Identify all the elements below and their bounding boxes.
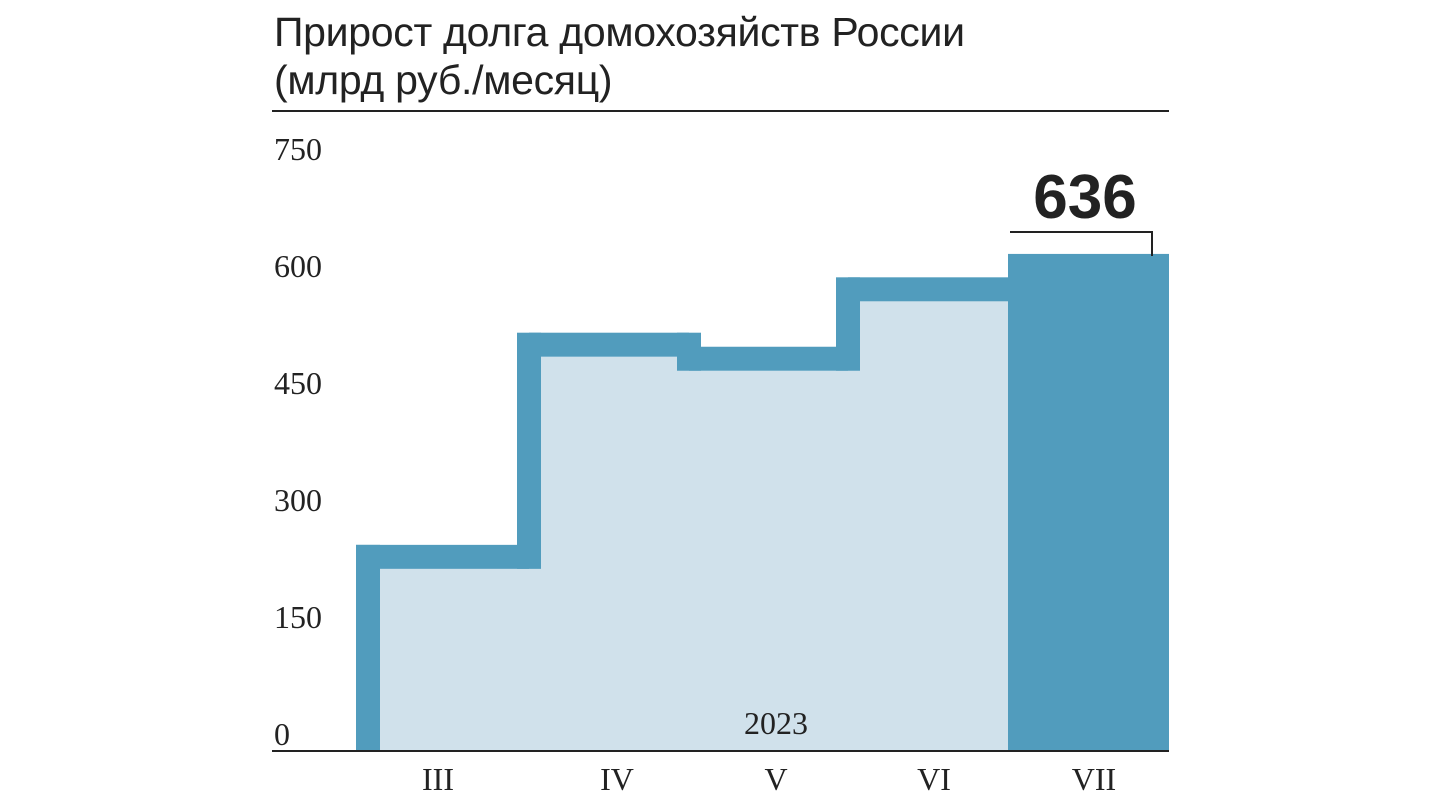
y-tick-label: 300 <box>274 482 322 518</box>
year-label: 2023 <box>744 705 808 741</box>
x-tick-label: VI <box>917 761 951 797</box>
data-label-highlight: 636 <box>1033 163 1136 232</box>
bar-fill-IV <box>529 356 689 750</box>
bars-layer <box>356 253 1169 751</box>
x-axis-ticks: III IV V VI VII <box>422 761 1116 797</box>
y-tick-label: 0 <box>274 716 290 752</box>
bar-top-V <box>689 346 848 371</box>
bar-top-VI <box>848 277 1008 302</box>
y-tick-label: 750 <box>274 131 322 167</box>
title-rule <box>272 110 1169 112</box>
bar-step-IV <box>517 332 541 569</box>
chart-title-line-1: Прирост долга домохозяйств России <box>274 9 965 55</box>
bar-top-IV <box>529 332 689 357</box>
data-label-bracket <box>1010 231 1153 256</box>
bar-step-VI <box>836 277 860 371</box>
chart-title: Прирост долга домохозяйств России (млрд … <box>274 8 965 104</box>
bar-fill-III <box>380 568 529 750</box>
x-tick-label: III <box>422 761 454 797</box>
x-tick-label: IV <box>600 761 634 797</box>
x-tick-label: VII <box>1072 761 1116 797</box>
chart-title-line-2: (млрд руб./месяц) <box>274 57 613 103</box>
y-tick-label: 450 <box>274 365 322 401</box>
bar-top-III <box>356 544 529 569</box>
y-tick-label: 600 <box>274 248 322 284</box>
x-tick-label: V <box>764 761 787 797</box>
bar-VII <box>1008 253 1169 751</box>
bar-edge-III <box>356 544 380 750</box>
bar-step-V <box>677 332 701 371</box>
bar-fill-VI <box>848 301 1008 750</box>
y-tick-label: 150 <box>274 599 322 635</box>
bar-fill-V <box>689 370 848 750</box>
y-axis-ticks: 0 150 300 450 600 750 <box>274 131 322 752</box>
